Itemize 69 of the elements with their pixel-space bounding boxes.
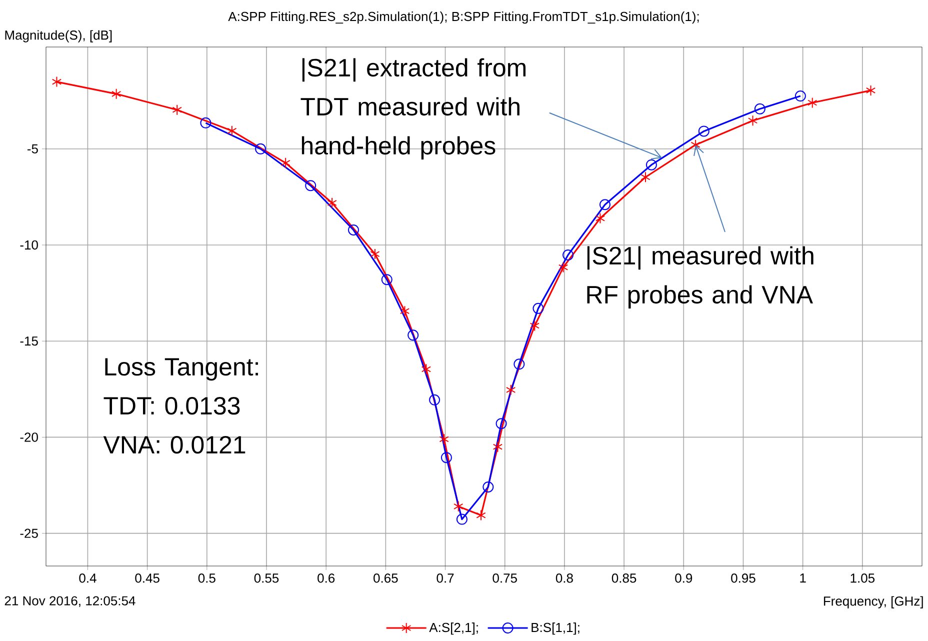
point [408, 330, 419, 341]
point [808, 97, 818, 108]
point [532, 302, 544, 314]
x-tick-label: 1.05 [850, 574, 875, 583]
y-axis-title: Magnitude(S), [dB] [5, 30, 112, 42]
y-tick-label: -5 [27, 144, 38, 154]
x-tick-label: 0.85 [612, 574, 636, 583]
point [496, 418, 507, 430]
point [440, 452, 452, 464]
x-tick-label: 0.8 [556, 574, 573, 583]
x-tick-label: 1 [800, 574, 806, 582]
legend-label: B:S[1,1]; [532, 622, 580, 635]
point [111, 88, 122, 100]
point [305, 180, 316, 192]
point [327, 197, 337, 208]
point [439, 434, 449, 445]
point [429, 394, 440, 406]
annotation: Loss Tangent: TDT: 0.0133 VNA: 0.0121 [103, 358, 258, 454]
point [690, 139, 700, 150]
x-tick-label: 0.6 [318, 574, 335, 583]
point [514, 358, 525, 370]
point [476, 510, 486, 521]
text: 21 Nov 2016, 12:05:54 [4, 596, 136, 607]
point [595, 212, 606, 224]
point [454, 500, 464, 512]
y-tick-label: -20 [20, 432, 38, 442]
x-tick-label: 0.7 [436, 574, 454, 583]
point [866, 84, 876, 96]
y-tick-label: -15 [20, 336, 38, 346]
point [530, 320, 540, 332]
point [698, 126, 710, 137]
point [172, 104, 182, 116]
annotation: |S21| measured with RF probes and VNA [587, 246, 814, 309]
point [421, 364, 432, 375]
point [558, 262, 568, 273]
point [599, 199, 610, 210]
point [482, 482, 494, 492]
point [562, 249, 574, 260]
point [280, 157, 290, 168]
point [381, 274, 392, 286]
point [255, 143, 266, 154]
x-tick-label: 0.4 [79, 574, 96, 583]
point [754, 103, 766, 114]
x-tick-label: 0.55 [254, 574, 279, 583]
point [794, 90, 806, 102]
point [227, 125, 237, 136]
y-tick-label: -10 [20, 240, 38, 250]
x-axis-title: Frequency, [GHz] [824, 596, 923, 608]
x-tick-label: 0.9 [675, 574, 692, 583]
point [348, 224, 359, 236]
y-tick-label: -25 [20, 528, 38, 538]
point [456, 514, 468, 525]
x-tick-label: 0.5 [198, 574, 216, 583]
point [492, 441, 503, 452]
annotation: |S21| extracted from TDT measured with hand-held probes [300, 58, 526, 160]
legend-label: A:S[2,1]; [429, 622, 478, 635]
chart-title: A:SPP Fitting.RES_s2p.Simulation(1); B:SPP Fitting.FromTDT_s1p.Simulation(1); [228, 12, 699, 24]
x-tick-label: 0.75 [492, 574, 517, 583]
point [646, 159, 657, 170]
point [52, 76, 62, 88]
x-tick-label: 0.45 [135, 574, 160, 583]
point [640, 172, 650, 183]
point [506, 384, 516, 396]
x-tick-label: 0.95 [731, 574, 756, 583]
x-tick-label: 0.65 [374, 574, 398, 583]
point [370, 248, 380, 260]
point [748, 115, 758, 126]
point [200, 117, 212, 128]
point [400, 306, 410, 317]
